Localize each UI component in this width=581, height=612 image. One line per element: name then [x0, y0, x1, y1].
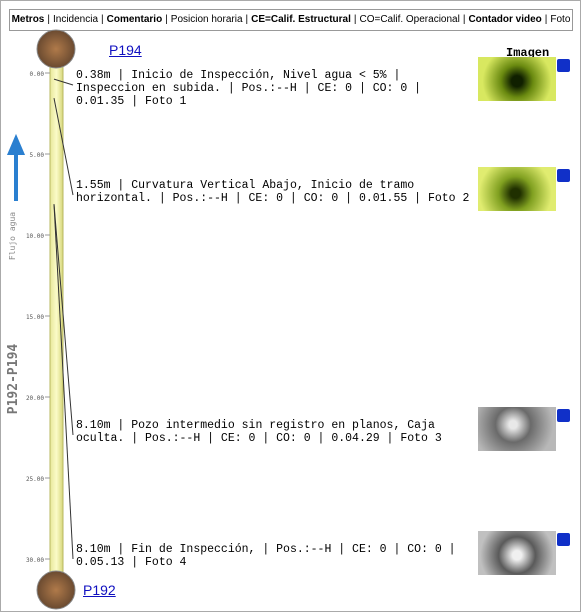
event-description: | Pozo intermedio sin registro en planos…	[76, 419, 442, 445]
event-description: | Inicio de Inspección, Nivel agua < 5% …	[76, 69, 422, 108]
event-text: 0.38m | Inicio de Inspección, Nivel agua…	[76, 69, 471, 108]
zoom-icon[interactable]	[557, 533, 570, 546]
event-photo[interactable]	[478, 167, 556, 211]
legend-separator: |	[101, 14, 104, 25]
legend-item: Comentario	[106, 14, 163, 25]
event-distance: 1.55m	[76, 179, 111, 192]
scale-label: 10.00	[26, 233, 44, 240]
legend-separator: |	[462, 14, 466, 25]
legend-item: CE=Calif. Estructural	[251, 14, 351, 25]
event-photo[interactable]	[478, 57, 556, 101]
leader-line	[53, 204, 74, 560]
scale-label: 0.00	[30, 71, 45, 78]
start-node[interactable]: P194	[109, 42, 142, 58]
leader-line	[53, 204, 74, 436]
zoom-icon[interactable]	[557, 409, 570, 422]
event-description: | Fin de Inspección, | Pos.:--H | CE: 0 …	[76, 543, 456, 569]
flow-arrow	[6, 133, 26, 201]
section-label: P192-P194	[6, 344, 21, 415]
legend-item: Posicion horaria	[170, 14, 243, 25]
event-text: 1.55m | Curvatura Vertical Abajo, Inicio…	[76, 179, 471, 205]
event-distance: 8.10m	[76, 543, 111, 556]
leader-line	[53, 98, 74, 196]
scale-label: 15.00	[26, 314, 44, 321]
legend: Metros | Incidencia | Comentario | Posicion ho…	[9, 9, 573, 31]
event-distance: 0.38m	[76, 69, 111, 82]
event-text: 8.10m | Pozo intermedio sin registro en …	[76, 419, 471, 445]
scale-label: 20.00	[26, 395, 44, 402]
end-node[interactable]: P192	[83, 582, 116, 598]
zoom-icon[interactable]	[557, 59, 570, 72]
image-header: Imagen	[506, 46, 549, 60]
legend-separator: |	[353, 14, 357, 25]
event-photo[interactable]	[478, 407, 556, 451]
event-description: | Curvatura Vertical Abajo, Inicio de tr…	[76, 179, 470, 205]
event-distance: 8.10m	[76, 419, 111, 432]
scale-label: 5.00	[30, 152, 45, 159]
legend-separator: |	[165, 14, 168, 25]
legend-separator: |	[47, 14, 50, 25]
zoom-icon[interactable]	[557, 169, 570, 182]
event-photo[interactable]	[478, 531, 556, 575]
scale-label: 30.00	[26, 557, 44, 564]
manhole-top	[36, 29, 76, 69]
pipe	[49, 60, 64, 577]
legend-item: Contador video	[468, 14, 542, 25]
legend-item: Foto	[550, 14, 571, 25]
event-text: 8.10m | Fin de Inspección, | Pos.:--H | …	[76, 543, 471, 569]
leader-line	[53, 78, 74, 86]
legend-separator: |	[245, 14, 249, 25]
legend-item: Metros	[11, 14, 45, 25]
legend-item: Incidencia	[52, 14, 99, 25]
manhole-bottom	[36, 570, 76, 610]
legend-separator: |	[544, 14, 548, 25]
scale-label: 25.00	[26, 476, 44, 483]
legend-item: CO=Calif. Operacional	[359, 14, 460, 25]
flow-label: Flujo agua	[8, 212, 17, 260]
